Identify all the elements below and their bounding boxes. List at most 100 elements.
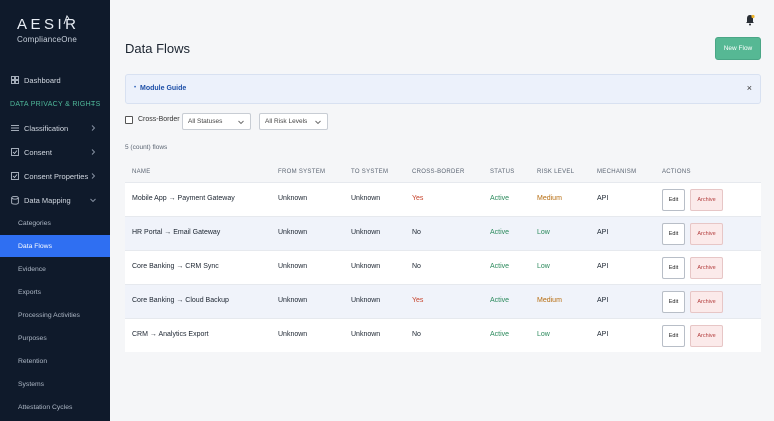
sidebar-item-retention[interactable]: Retention (18, 357, 48, 365)
sidebar-item-data-mapping[interactable]: Data Mapping (0, 189, 110, 211)
close-icon[interactable]: × (746, 83, 752, 93)
sidebar-item-categories[interactable]: Categories (18, 219, 51, 227)
to-system: Unknown (351, 195, 381, 202)
chevron-down-icon (314, 118, 322, 126)
sidebar-item-consent[interactable]: Consent (0, 141, 110, 163)
sidebar-item-systems[interactable]: Systems (18, 380, 45, 388)
archive-button[interactable]: Archive (690, 291, 723, 313)
cross-border-value: No (412, 331, 421, 338)
logo-mark-icon (63, 15, 70, 25)
chevron-right-icon (88, 123, 98, 133)
sidebar-section-data-privacy[interactable]: DATA PRIVACY & RIGHTS – (0, 93, 110, 115)
sidebar-item-purposes[interactable]: Purposes (18, 334, 47, 342)
chevron-down-icon (88, 195, 98, 205)
bell-icon[interactable] (745, 14, 757, 26)
archive-button[interactable]: Archive (690, 223, 723, 245)
cross-border-checkbox[interactable] (125, 116, 133, 124)
sidebar-item-exports[interactable]: Exports (18, 288, 42, 296)
edit-button[interactable]: Edit (662, 223, 685, 245)
flow-name: Core Banking → CRM Sync (132, 263, 219, 270)
to-system: Unknown (351, 331, 381, 338)
from-system: Unknown (278, 297, 308, 304)
table-row[interactable]: Mobile App → Payment Gateway Unknown Unk… (125, 182, 761, 216)
brand-logo[interactable]: AESIR ComplianceOne (17, 16, 80, 44)
table-row[interactable]: Core Banking → CRM Sync Unknown Unknown … (125, 250, 761, 284)
risk-level-value: Medium (537, 297, 562, 304)
column-header[interactable]: STATUS (490, 169, 515, 175)
dashboard-icon (10, 76, 19, 85)
flow-name: HR Portal → Email Gateway (132, 229, 221, 236)
from-system: Unknown (278, 229, 308, 236)
column-header: ACTIONS (662, 169, 691, 175)
module-guide-label: Module Guide (140, 85, 187, 92)
edit-button[interactable]: Edit (662, 291, 685, 313)
column-header[interactable]: TO SYSTEM (351, 169, 389, 175)
flow-name: CRM → Analytics Export (132, 331, 209, 338)
column-header[interactable]: RISK LEVEL (537, 169, 575, 175)
chevron-right-icon (88, 171, 98, 181)
caret-icon: • (134, 85, 137, 91)
sidebar-item-data-flows[interactable]: Data Flows (0, 235, 110, 257)
main-content: Data Flows New Flow • Module Guide × Cro… (110, 0, 774, 421)
sidebar-item-label: Dashboard (24, 75, 61, 85)
mechanism-value: API (597, 297, 609, 304)
archive-button[interactable]: Archive (690, 257, 723, 279)
risk-level-value: Low (537, 229, 550, 236)
sidebar-item-processing-activities[interactable]: Processing Activities (18, 311, 80, 319)
sidebar-item-consent-properties[interactable]: Consent Properties (0, 165, 110, 187)
cross-border-value: Yes (412, 297, 424, 304)
risk-level-value: Medium (537, 195, 562, 202)
to-system: Unknown (351, 297, 381, 304)
risk-level-value: Low (537, 331, 550, 338)
risk-level-select[interactable]: All Risk Levels (259, 113, 328, 130)
list-icon (10, 124, 19, 133)
to-system: Unknown (351, 229, 381, 236)
column-header[interactable]: CROSS-BORDER (412, 169, 465, 175)
page-title: Data Flows (125, 41, 191, 56)
sidebar-item-dashboard[interactable]: Dashboard (0, 69, 110, 91)
chevron-right-icon (88, 147, 98, 157)
sidebar-item-attestation-cycles[interactable]: Attestation Cycles (18, 403, 73, 411)
archive-button[interactable]: Archive (690, 189, 723, 211)
edit-button[interactable]: Edit (662, 257, 685, 279)
sidebar-item-label: Consent Properties (24, 171, 89, 181)
sidebar: AESIR ComplianceOne Dashboard DATA PRIVA… (0, 0, 110, 421)
table-row[interactable]: Core Banking → Cloud Backup Unknown Unkn… (125, 284, 761, 318)
collapse-icon: – (90, 100, 96, 108)
module-guide-panel[interactable]: • Module Guide × (125, 74, 761, 104)
checkbox-icon (10, 148, 19, 157)
new-flow-button[interactable]: New Flow (715, 37, 761, 60)
from-system: Unknown (278, 331, 308, 338)
column-header[interactable]: FROM SYSTEM (278, 169, 326, 175)
from-system: Unknown (278, 195, 308, 202)
table-header: NAME FROM SYSTEM TO SYSTEM CROSS-BORDER … (125, 164, 761, 182)
edit-button[interactable]: Edit (662, 325, 685, 347)
data-flows-table: NAME FROM SYSTEM TO SYSTEM CROSS-BORDER … (125, 164, 761, 352)
sidebar-item-classification[interactable]: Classification (0, 117, 110, 139)
edit-button[interactable]: Edit (662, 189, 685, 211)
brand-subtitle: ComplianceOne (17, 35, 77, 44)
sidebar-item-label: Consent (24, 147, 52, 157)
flow-name: Core Banking → Cloud Backup (132, 297, 229, 304)
brand-name: AESIR (17, 16, 80, 33)
flow-name: Mobile App → Payment Gateway (132, 195, 235, 202)
mechanism-value: API (597, 263, 609, 270)
cross-border-value: No (412, 263, 421, 270)
chevron-down-icon (237, 118, 245, 126)
sidebar-section-label: DATA PRIVACY & RIGHTS (10, 100, 101, 108)
status-value: Active (490, 331, 510, 338)
from-system: Unknown (278, 263, 308, 270)
sidebar-item-evidence[interactable]: Evidence (18, 265, 46, 273)
mechanism-value: API (597, 331, 609, 338)
column-header[interactable]: NAME (132, 169, 151, 175)
to-system: Unknown (351, 263, 381, 270)
table-row[interactable]: CRM → Analytics Export Unknown Unknown N… (125, 318, 761, 352)
column-header[interactable]: MECHANISM (597, 169, 637, 175)
checkbox-icon (10, 172, 19, 181)
mechanism-value: API (597, 229, 609, 236)
archive-button[interactable]: Archive (690, 325, 723, 347)
table-row[interactable]: HR Portal → Email Gateway Unknown Unknow… (125, 216, 761, 250)
status-select[interactable]: All Statuses (182, 113, 251, 130)
mechanism-value: API (597, 195, 609, 202)
status-value: Active (490, 229, 510, 236)
